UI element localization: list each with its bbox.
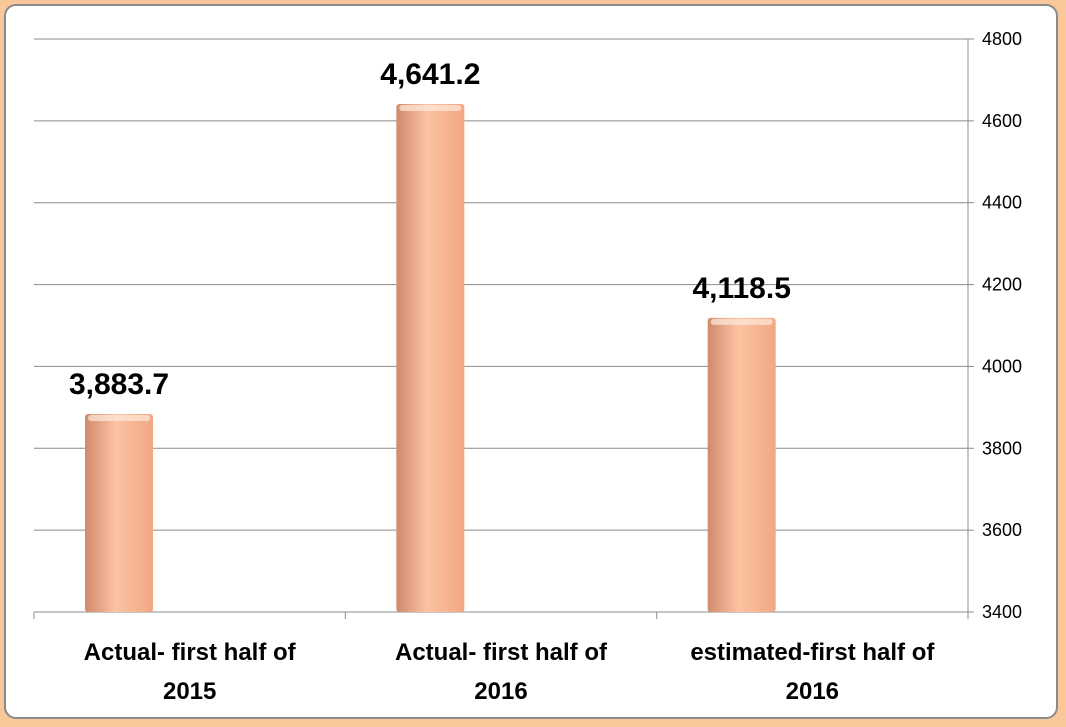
- y-tick-label: 4000: [982, 356, 1022, 376]
- data-label: 3,883.7: [69, 368, 169, 401]
- gridlines: [34, 38, 968, 613]
- axes: [33, 38, 974, 619]
- x-category-label: Actual- first half of: [84, 639, 297, 666]
- x-category-label: Actual- first half of: [395, 639, 608, 666]
- x-category-label: 2016: [474, 678, 527, 705]
- data-label: 4,641.2: [380, 58, 480, 91]
- y-tick-label: 4400: [982, 193, 1022, 213]
- y-tick-label: 4200: [982, 275, 1022, 295]
- bar: [707, 317, 776, 612]
- bar: [85, 414, 153, 612]
- x-category-label: 2015: [163, 678, 216, 705]
- bar-highlight: [399, 104, 462, 111]
- y-tick-label: 3800: [982, 438, 1022, 458]
- bar-highlight: [710, 318, 773, 325]
- labels: 3400 3600 3800 4000 4200 4400 4600 4800 3,883.7 A…: [69, 29, 1022, 705]
- bars: [85, 103, 776, 612]
- x-category-label: estimated-first half of: [690, 639, 935, 666]
- data-label: 4,118.5: [692, 272, 790, 305]
- bar-highlight: [88, 415, 150, 422]
- y-tick-label: 3600: [982, 520, 1022, 540]
- bar: [396, 103, 465, 612]
- y-tick-label: 3400: [982, 602, 1022, 622]
- bar-chart: 3400 3600 3800 4000 4200 4400 4600 4800 3,883.7 A…: [33, 29, 1022, 705]
- chart-frame: 3400 3600 3800 4000 4200 4400 4600 4800 3,883.7 A…: [4, 4, 1058, 719]
- y-tick-label: 4800: [982, 29, 1022, 49]
- y-tick-label: 4600: [982, 111, 1022, 131]
- x-category-label: 2016: [786, 678, 839, 705]
